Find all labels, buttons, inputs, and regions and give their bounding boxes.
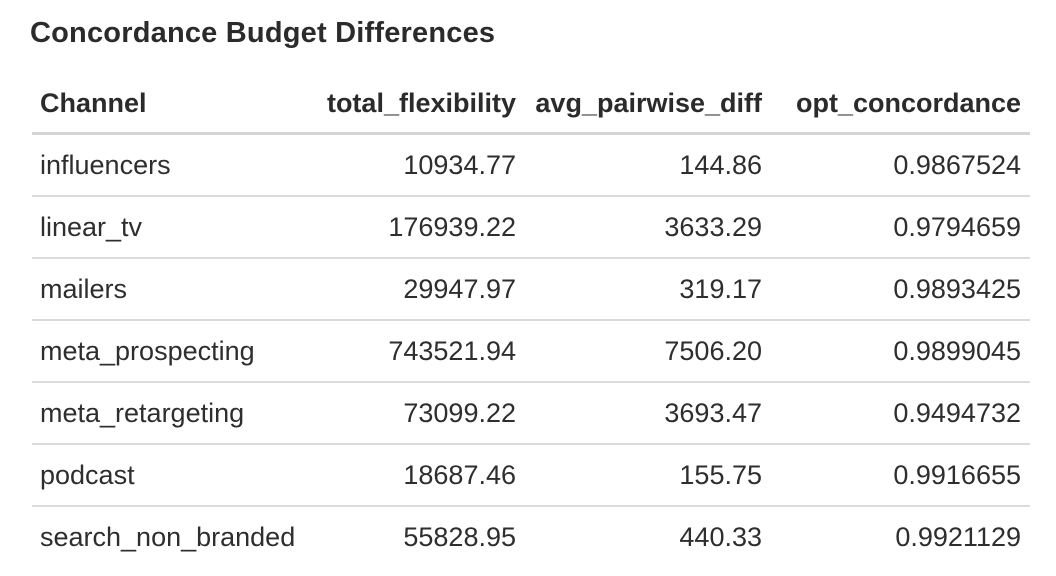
channel-cell: search_non_branded — [40, 521, 296, 552]
column-header-opt-concordance: opt_concordance — [762, 75, 1030, 135]
avg-pairwise-diff-cell: 3633.29 — [516, 196, 762, 259]
opt-concordance-cell: 0.9794659 — [762, 196, 1030, 259]
table-row: search_non_branded 55828.95 440.33 0.992112… — [32, 506, 1030, 567]
concordance-table: Channel total_flexibility avg_pairwise_d… — [32, 75, 1030, 567]
channel-cell: podcast — [32, 444, 322, 507]
total-flexibility-cell: 18687.46 — [322, 444, 516, 507]
table-row: meta_retargeting 73099.22 3693.47 0.9494732 — [32, 382, 1030, 445]
total-flexibility-cell: 176939.22 — [322, 196, 516, 259]
avg-pairwise-diff-cell: 319.17 — [516, 258, 762, 321]
channel-cell: mailers — [32, 258, 322, 321]
total-flexibility-cell: 73099.22 — [322, 382, 516, 445]
opt-concordance-cell: 0.9867524 — [762, 133, 1030, 197]
table-row: meta_prospecting 743521.94 7506.20 0.989904… — [32, 320, 1030, 383]
total-flexibility-cell: 10934.77 — [322, 133, 516, 197]
table-header: Channel total_flexibility avg_pairwise_d… — [32, 75, 1030, 135]
table-row: linear_tv 176939.22 3633.29 0.9794659 — [32, 196, 1030, 259]
avg-pairwise-diff-cell: 144.86 — [516, 133, 762, 197]
avg-pairwise-diff-cell: 155.75 — [516, 444, 762, 507]
avg-pairwise-diff-cell: 7506.20 — [516, 320, 762, 383]
column-header-channel: Channel — [32, 75, 322, 135]
table-body: influencers 10934.77 144.86 0.9867524 linear… — [32, 133, 1030, 568]
table-row: mailers 29947.97 319.17 0.9893425 — [32, 258, 1030, 321]
table-row: influencers 10934.77 144.86 0.9867524 — [32, 133, 1030, 197]
page-title: Concordance Budget Differences — [30, 17, 496, 49]
total-flexibility-cell: 29947.97 — [322, 258, 516, 321]
avg-pairwise-diff-cell: 440.33 — [679, 521, 762, 552]
channel-cell: meta_prospecting — [32, 320, 322, 383]
opt-concordance-cell: 0.9893425 — [762, 258, 1030, 321]
channel-cell: meta_retargeting — [32, 382, 322, 445]
column-header-avg-pairwise-diff: avg_pairwise_diff — [516, 75, 762, 135]
channel-cell: linear_tv — [32, 196, 322, 259]
table-row: podcast 18687.46 155.75 0.9916655 — [32, 444, 1030, 507]
column-header-total-flexibility: total_flexibility — [322, 75, 516, 135]
opt-concordance-cell: 0.9494732 — [762, 382, 1030, 445]
opt-concordance-cell: 0.9921129 — [895, 521, 1021, 552]
avg-pairwise-diff-cell: 3693.47 — [516, 382, 762, 445]
channel-cell: influencers — [32, 133, 322, 197]
opt-concordance-cell: 0.9916655 — [762, 444, 1030, 507]
total-flexibility-cell: 743521.94 — [322, 320, 516, 383]
opt-concordance-cell: 0.9899045 — [762, 320, 1030, 383]
total-flexibility-cell: 55828.95 — [403, 521, 516, 552]
header-row: Channel total_flexibility avg_pairwise_d… — [32, 75, 1030, 135]
